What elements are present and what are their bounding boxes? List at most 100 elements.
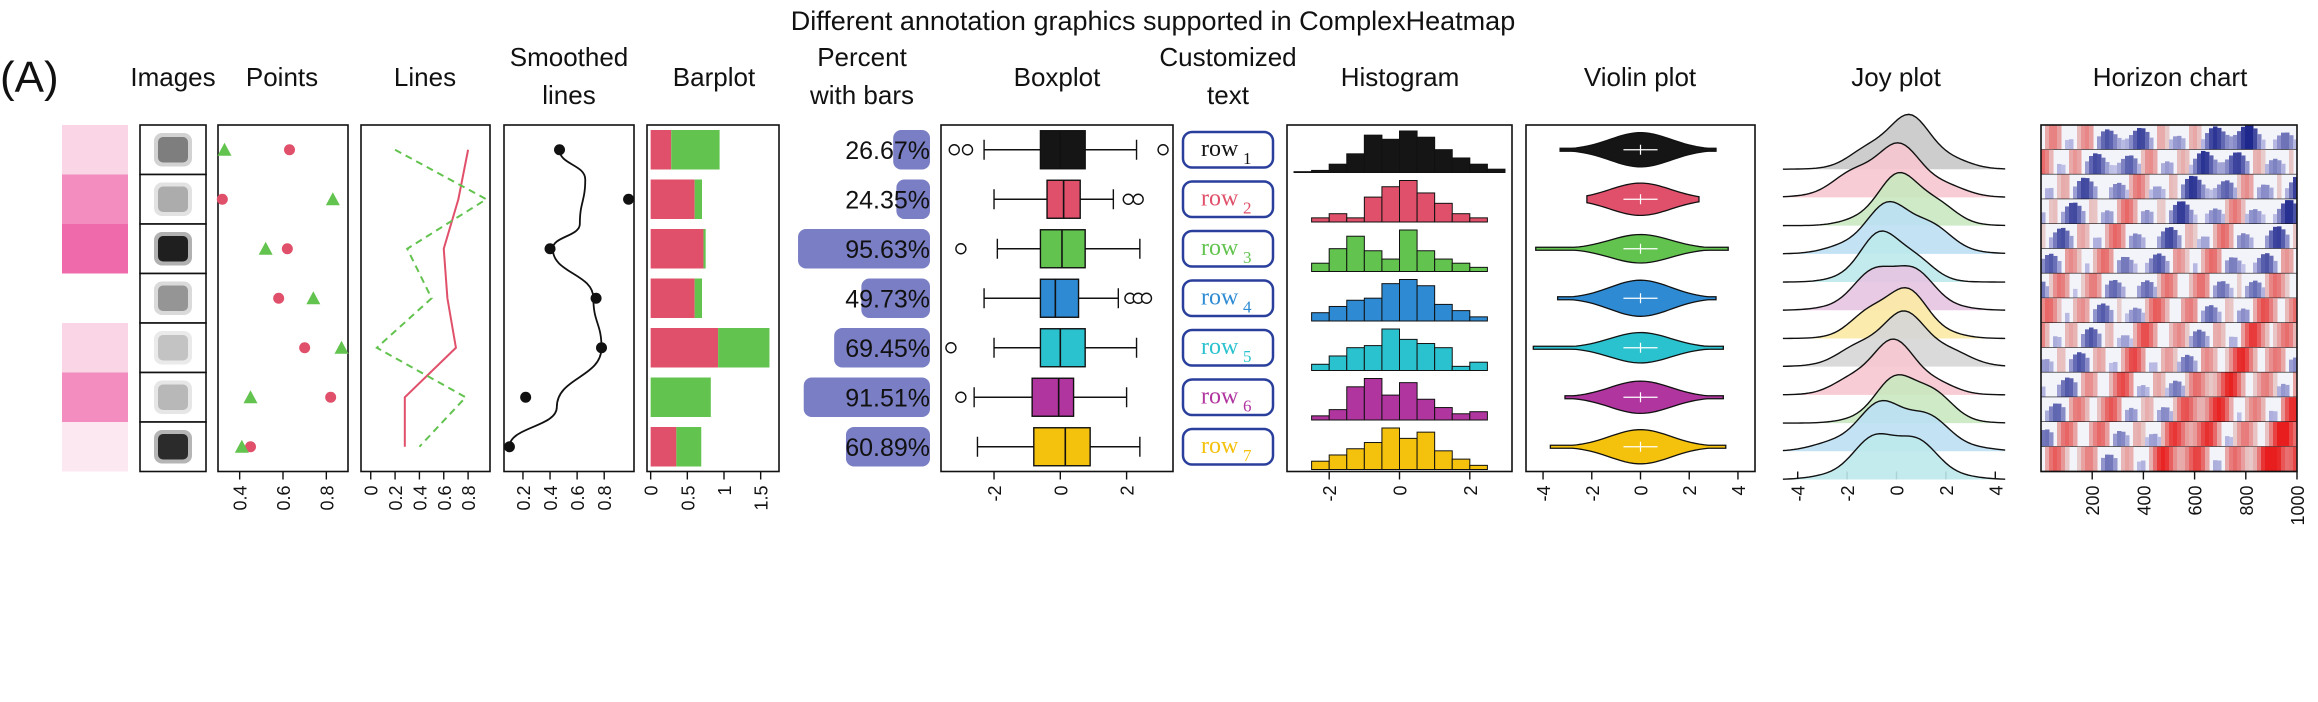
point-triangle [234, 439, 249, 453]
point-triangle [334, 340, 349, 354]
horizon-neg [2105, 454, 2110, 472]
horizon-neg [2125, 335, 2130, 348]
joy-ridge-fill [1782, 201, 2006, 254]
histogram-bar [1346, 235, 1365, 273]
horizon-neg [2181, 201, 2186, 224]
horizon-neg [2189, 175, 2194, 200]
horizon-neg [2157, 186, 2162, 200]
horizon-pos [2253, 298, 2258, 323]
image-thumb-blur [154, 430, 192, 464]
horizon-pos [2109, 372, 2114, 398]
header-smoothed-2: lines [542, 80, 595, 110]
horizon-neg [2161, 188, 2166, 200]
horizon-pos [2285, 273, 2290, 299]
horizon-pos [2141, 149, 2146, 175]
horizon-pos [2065, 422, 2070, 447]
violin-axis-tick-label: -2 [1583, 486, 1603, 502]
histogram-bar [1451, 365, 1471, 372]
horizon-pos [2145, 298, 2150, 323]
horizon-pos [2237, 372, 2242, 398]
lines-axis-tick-label: 0.2 [386, 486, 406, 511]
horizon-pos [2197, 273, 2202, 299]
header-histogram: Histogram [1341, 62, 1459, 92]
box-outlier [961, 144, 974, 156]
panel-label: (A) [0, 53, 59, 102]
horizon-pos [2041, 149, 2046, 175]
horizon-pos [2141, 397, 2146, 422]
horizon-pos [2269, 273, 2274, 299]
bar-segment-red [650, 179, 695, 219]
horizon-pos [2189, 397, 2194, 422]
horizon-pos [2113, 224, 2118, 249]
text-box [1181, 229, 1275, 268]
horizon-pos [2189, 298, 2194, 323]
bar-segment-red [650, 427, 677, 467]
joy-axis-tick-label: 0 [1888, 486, 1908, 496]
horizon-neg [2113, 433, 2118, 447]
histogram-bar [1346, 153, 1365, 173]
horizon-pos [2129, 372, 2134, 398]
horizon-neg [2145, 131, 2150, 150]
horizon-neg [2201, 184, 2206, 200]
horizon-neg [2205, 188, 2210, 200]
horizon-pos [2253, 323, 2258, 348]
horizon-neg [2217, 162, 2222, 175]
horizon-pos [2221, 224, 2226, 249]
histogram-bar [1363, 442, 1383, 470]
horizon-neg [2137, 127, 2142, 150]
horizon-pos [2061, 174, 2066, 200]
horizon-neg [2237, 152, 2242, 175]
horizon-pos [2205, 248, 2210, 274]
horizon-pos [2129, 199, 2134, 224]
horizon-pos [2069, 323, 2074, 348]
heatmap-cell [62, 174, 128, 224]
horizon-pos [2085, 372, 2090, 398]
horizon-neg [2273, 260, 2278, 274]
histogram-bar [1346, 386, 1365, 421]
horizon-pos [2229, 298, 2234, 323]
horizon-pos [2069, 149, 2074, 175]
heatmap-cell [62, 323, 128, 373]
horizon-neg [2185, 354, 2190, 373]
percent-label: 24.35% [845, 186, 930, 214]
bar-segment-red [650, 130, 672, 170]
horizon-pos [2049, 273, 2054, 299]
joy-ridge-line [1782, 230, 2006, 283]
horizon-pos [2193, 224, 2198, 249]
horizon-pos [2233, 446, 2238, 472]
horizon-pos [2161, 298, 2166, 323]
horizon-pos [2197, 372, 2202, 398]
image-thumb [158, 335, 188, 361]
horizon-neg [2057, 163, 2062, 175]
horizon-neg [2257, 211, 2262, 224]
header-percent-2: with bars [809, 80, 914, 110]
point-triangle [325, 192, 340, 206]
horizon-neg [2113, 280, 2118, 299]
horizon-neg [2149, 189, 2154, 200]
horizon-pos [2201, 422, 2206, 447]
joy-ridge-line [1782, 142, 2006, 198]
horizon-neg [2205, 306, 2210, 323]
horizon-neg [2049, 253, 2054, 274]
horizon-pos [2221, 397, 2226, 422]
horizon-pos [2045, 323, 2050, 348]
horizon-neg [2053, 255, 2058, 274]
heatmap-cell [62, 422, 128, 472]
horizon-neg [2121, 158, 2126, 175]
horizon-neg [2129, 135, 2134, 150]
horizon-pos [2225, 446, 2230, 472]
horizon-pos [2069, 422, 2074, 447]
horizon-neg [2217, 281, 2222, 299]
horizon-neg [2233, 187, 2238, 200]
horizon-neg [2113, 184, 2118, 200]
histogram-bar [1434, 202, 1453, 223]
horizon-pos [2125, 446, 2130, 472]
horizon-neg [2141, 281, 2146, 299]
horizon-neg [2237, 412, 2242, 422]
horizon-neg [2109, 187, 2114, 200]
horizon-pos [2085, 273, 2090, 299]
horizon-neg [2041, 430, 2046, 447]
histogram-bar [1381, 394, 1400, 421]
horizon-neg [2061, 211, 2066, 224]
horizon-neg [2209, 210, 2214, 224]
